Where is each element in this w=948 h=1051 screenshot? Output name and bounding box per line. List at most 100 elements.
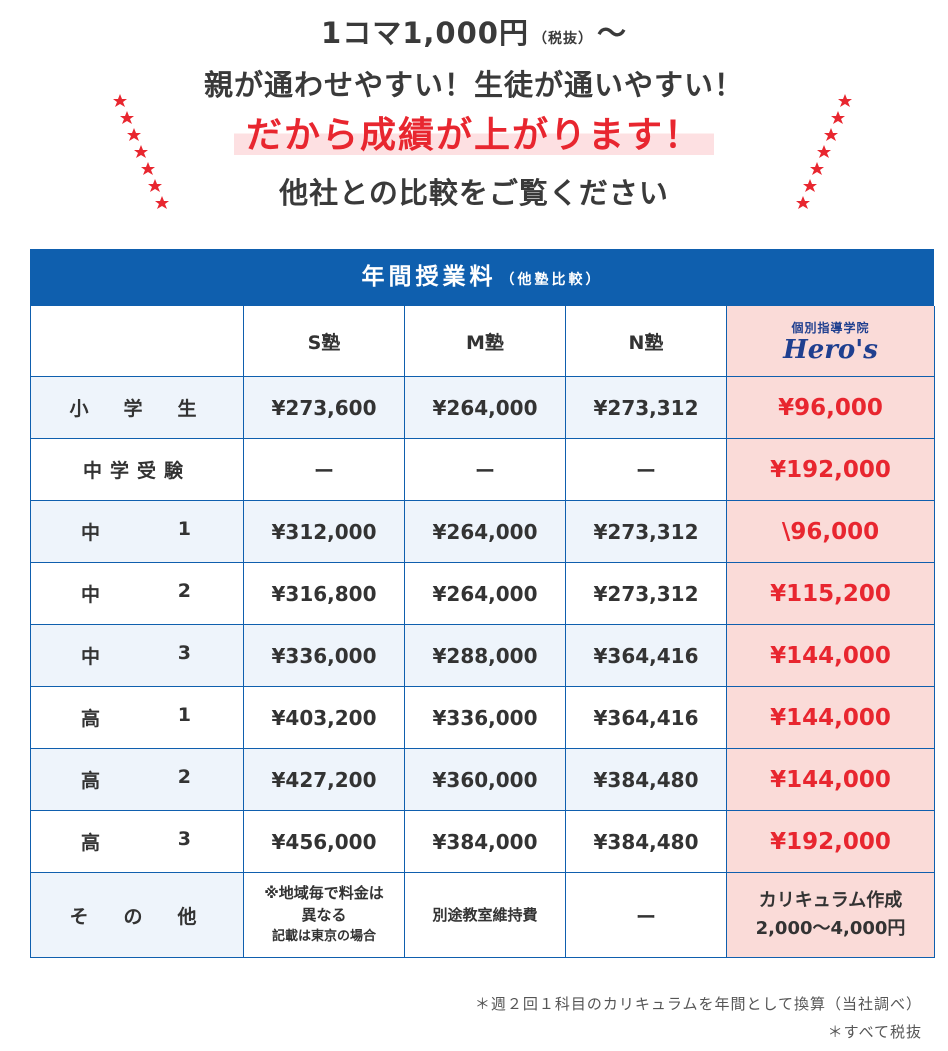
table-row: 中 2 ¥316,800 ¥264,000 ¥273,312 ¥115,200 xyxy=(30,562,935,625)
star-decoration-left xyxy=(110,92,180,212)
grade-level: 中 xyxy=(81,584,101,606)
price-cell-s: ¥427,200 xyxy=(243,748,405,811)
price-cell-s: ¥273,600 xyxy=(243,376,405,439)
price-cell-s: ¥312,000 xyxy=(243,500,405,563)
price-cell-n: ¥384,480 xyxy=(565,748,727,811)
price-cell-n: ¥273,312 xyxy=(565,500,727,563)
star-decoration-right xyxy=(790,92,860,212)
corner-cell xyxy=(30,306,244,377)
note-cell-heros: カリキュラム作成 2,000～4,000円 xyxy=(726,872,935,958)
table-title-text: 年間授業料 xyxy=(361,264,497,290)
footnote-tax: ＊すべて税抜 xyxy=(827,1023,922,1041)
column-header-n: N塾 xyxy=(565,306,727,377)
price-text: 1コマ1,000円 xyxy=(321,16,529,50)
row-label: 小 学 生 xyxy=(30,376,244,439)
comparison-prompt: 他社との比較をご覧ください xyxy=(279,176,669,210)
table-row: 中学受験ーーー ¥192,000 xyxy=(30,438,935,501)
table-title: 年間授業料 （他塾比較） xyxy=(30,249,934,306)
table-row: 高 3 ¥456,000 ¥384,000 ¥384,480 ¥192,000 xyxy=(30,810,935,873)
table-row: 中 3 ¥336,000 ¥288,000 ¥364,416 ¥144,000 xyxy=(30,624,935,687)
tagline: 親が通わせやすい！生徒が通いやすい！ xyxy=(203,68,744,102)
grade-level: 高 xyxy=(81,770,101,792)
note-cell-s: ※地域毎で料金は 異なる記載は東京の場合 xyxy=(243,872,405,958)
column-header-heros: 個別指導学院 Hero's xyxy=(726,306,935,377)
price-cell-s: ¥336,000 xyxy=(243,624,405,687)
price-cell-heros: ¥96,000 xyxy=(726,376,935,439)
grade-year: 3 xyxy=(177,828,191,850)
star-icon xyxy=(113,94,169,209)
highlight-headline: だから成績が上がります！ xyxy=(0,112,948,160)
price-cell-n: ¥273,312 xyxy=(565,376,727,439)
price-cell-n: ー xyxy=(565,438,727,501)
note-line: ※地域毎で料金は xyxy=(264,884,384,902)
price-cell-m: ー xyxy=(404,438,566,501)
header-row: S塾 M塾 N塾 個別指導学院 Hero's xyxy=(30,306,935,377)
price-cell-heros: ¥192,000 xyxy=(726,810,935,873)
price-cell-heros: \96,000 xyxy=(726,500,935,563)
grade-year: 2 xyxy=(177,766,191,788)
price-headline: 1コマ1,000円 （税抜）～ xyxy=(0,10,948,52)
table-title-sub: （他塾比較） xyxy=(500,272,603,288)
price-cell-m: ¥336,000 xyxy=(404,686,566,749)
price-cell-m: ¥264,000 xyxy=(404,376,566,439)
price-cell-heros: ¥192,000 xyxy=(726,438,935,501)
column-header-s: S塾 xyxy=(243,306,405,377)
price-cell-m: ¥360,000 xyxy=(404,748,566,811)
price-cell-s: ー xyxy=(243,438,405,501)
highlight-text: だから成績が上がります！ xyxy=(233,112,714,160)
column-header-m: M塾 xyxy=(404,306,566,377)
table-row: 高 1 ¥403,200 ¥336,000 ¥364,416 ¥144,000 xyxy=(30,686,935,749)
price-cell-m: ¥384,000 xyxy=(404,810,566,873)
grade-level: 中 xyxy=(81,646,101,668)
heros-logo: Hero's xyxy=(783,334,878,365)
tax-note: （税抜） xyxy=(532,31,593,47)
grade-year: 1 xyxy=(177,704,191,726)
table-row: 中 1 ¥312,000 ¥264,000 ¥273,312 \96,000 xyxy=(30,500,935,563)
price-cell-s: ¥456,000 xyxy=(243,810,405,873)
table-row: 高 2 ¥427,200 ¥360,000 ¥384,480 ¥144,000 xyxy=(30,748,935,811)
price-cell-m: ¥264,000 xyxy=(404,562,566,625)
price-cell-n: ¥384,480 xyxy=(565,810,727,873)
price-cell-heros: ¥144,000 xyxy=(726,624,935,687)
row-label: そ の 他 xyxy=(30,872,244,958)
table-row: 小 学 生 ¥273,600 ¥264,000 ¥273,312 ¥96,000 xyxy=(30,376,935,439)
price-cell-m: ¥288,000 xyxy=(404,624,566,687)
price-cell-m: ¥264,000 xyxy=(404,500,566,563)
note-line: カリキュラム作成 xyxy=(758,890,903,911)
fee-comparison-table: 年間授業料 （他塾比較） S塾 M塾 N塾 個別指導学院 Hero's 小 学 生… xyxy=(30,249,935,958)
footnote-calculation: ＊週２回１科目のカリキュラムを年間として換算（当社調べ） xyxy=(474,995,922,1013)
note-line: 記載は東京の場合 xyxy=(271,929,376,944)
price-cell-heros: ¥144,000 xyxy=(726,748,935,811)
price-cell-n: ¥273,312 xyxy=(565,562,727,625)
heros-logo-subtitle: 個別指導学院 xyxy=(791,320,870,335)
grade-level: 高 xyxy=(81,832,101,854)
price-cell-s: ¥316,800 xyxy=(243,562,405,625)
note-line: 異なる xyxy=(301,906,347,924)
note-cell-m: 別途教室維持費 xyxy=(404,872,566,958)
price-cell-n: ¥364,416 xyxy=(565,624,727,687)
grade-level: 中 xyxy=(81,522,101,544)
price-cell-s: ¥403,200 xyxy=(243,686,405,749)
price-cell-n: ¥364,416 xyxy=(565,686,727,749)
grade-level: 高 xyxy=(81,708,101,730)
grade-year: 2 xyxy=(177,580,191,602)
grade-year: 1 xyxy=(177,518,191,540)
note-line: 2,000～4,000円 xyxy=(755,918,906,939)
footnotes: ＊週２回１科目のカリキュラムを年間として換算（当社調べ） ＊すべて税抜 xyxy=(475,990,922,1046)
price-cell-heros: ¥115,200 xyxy=(726,562,935,625)
grade-year: 3 xyxy=(177,642,191,664)
note-cell-n: ー xyxy=(565,872,727,958)
row-label: 中学受験 xyxy=(30,438,244,501)
